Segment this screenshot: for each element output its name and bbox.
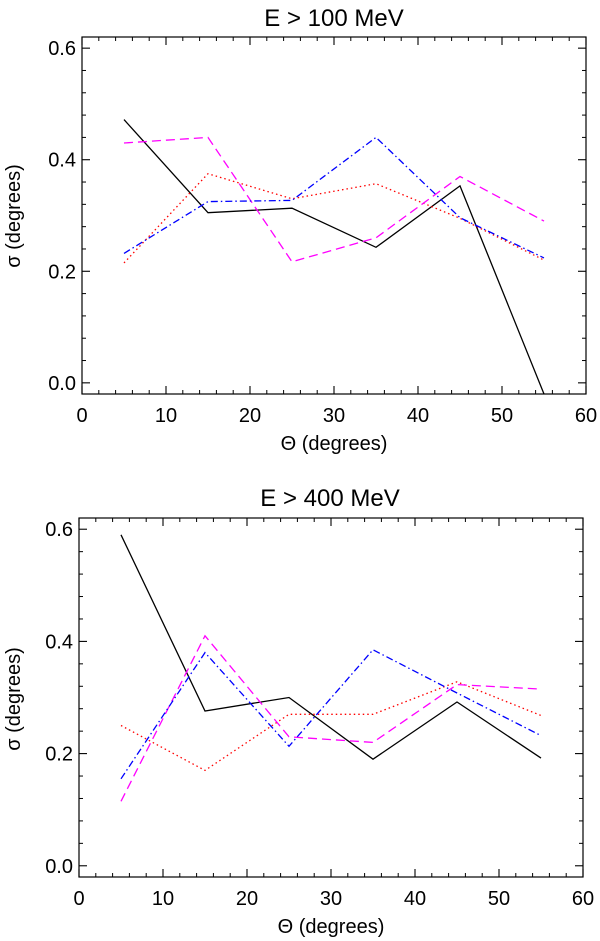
chart-panel-2: E > 400 MeV 0.0 0.2 0.4 0.6 0 10 20 30 40 50 60 Θ… (3, 485, 594, 938)
x-tick-label: 20 (236, 888, 258, 910)
y-tick-label: 0.6 (45, 519, 73, 541)
chart-panel-1: E > 100 MeV 0.0 0.2 0.4 0.6 0 10 20 30 40 50 60 Θ… (3, 5, 597, 455)
y-axis-label: σ (degrees) (3, 164, 25, 268)
series-line-dash-dot (120, 648, 542, 780)
x-tick-label: 0 (76, 405, 87, 427)
series-line-solid (120, 534, 542, 760)
series-line-dotted (120, 681, 542, 772)
x-tick-label: 20 (239, 405, 261, 427)
y-tick-label: 0.0 (48, 373, 76, 395)
chart-title: E > 400 MeV (260, 485, 399, 512)
x-axis: 0 10 20 30 40 50 60 (73, 518, 594, 910)
x-tick-label: 30 (320, 888, 342, 910)
y-tick-label: 0.2 (48, 261, 76, 283)
x-tick-label: 30 (323, 405, 345, 427)
x-tick-label: 40 (404, 888, 426, 910)
x-tick-label: 10 (155, 405, 177, 427)
y-tick-label: 0.0 (45, 856, 73, 878)
y-tick-label: 0.2 (45, 744, 73, 766)
x-axis-label: Θ (degrees) (278, 916, 385, 938)
plot-area-frame (81, 36, 587, 395)
y-tick-label: 0.6 (48, 38, 76, 60)
x-tick-label: 0 (73, 888, 84, 910)
y-axis: 0.0 0.2 0.4 0.6 (48, 38, 586, 395)
x-axis: 0 10 20 30 40 50 60 (76, 37, 597, 427)
x-tick-label: 60 (575, 405, 597, 427)
series-group (120, 534, 542, 802)
series-line-solid (123, 119, 545, 395)
series-line-dashed (120, 634, 542, 802)
series-group (123, 119, 545, 395)
x-tick-label: 60 (572, 888, 594, 910)
series-line-dotted (123, 172, 545, 264)
x-tick-label: 50 (491, 405, 513, 427)
chart-title: E > 100 MeV (264, 5, 403, 32)
x-tick-label: 40 (407, 405, 429, 427)
y-tick-label: 0.4 (45, 631, 73, 653)
series-line-dashed (123, 136, 545, 263)
series-line-dash-dot (123, 136, 545, 259)
x-axis-label: Θ (degrees) (281, 433, 388, 455)
y-tick-label: 0.4 (48, 150, 76, 172)
plot-area-frame (78, 517, 584, 878)
x-tick-label: 50 (488, 888, 510, 910)
x-tick-label: 10 (152, 888, 174, 910)
y-axis: 0.0 0.2 0.4 0.6 (45, 519, 583, 878)
y-axis-label: σ (degrees) (3, 647, 25, 751)
